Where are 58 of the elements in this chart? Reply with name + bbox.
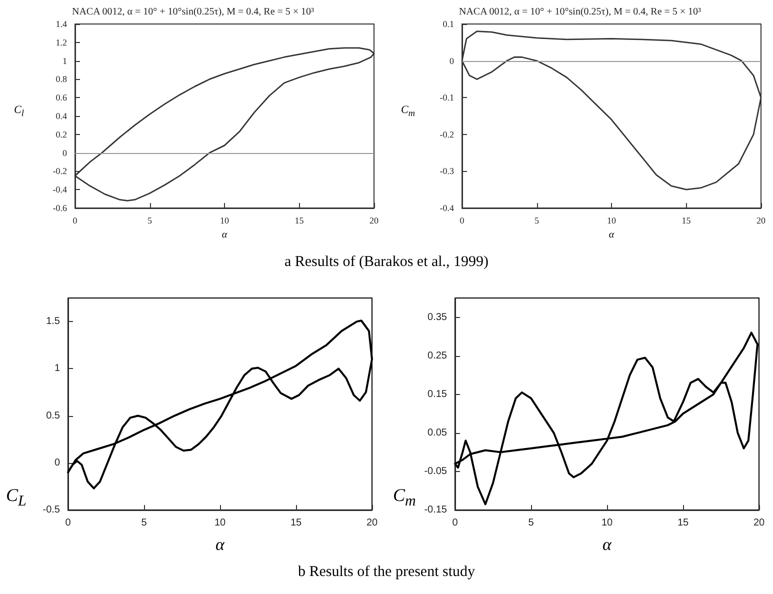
y-tick-label: 0.35 [428,312,448,323]
x-tick-label: 10 [220,216,230,226]
x-tick-label: 15 [294,216,304,226]
y-tick-label: 0.25 [428,350,448,362]
x-tick-label: 5 [528,518,534,528]
y-tick-label: 1.5 [46,316,60,328]
y-tick-label: 0.05 [428,427,448,438]
x-tick-label: 5 [534,216,540,226]
y-tick-label: 0.2 [56,129,67,140]
y-tick-label: -0.3 [440,166,454,176]
x-tick-label: 5 [148,216,152,226]
y-tick-label: 0 [62,148,68,158]
y-tick-label: -0.2 [52,166,67,176]
x-tick-label: 20 [366,518,378,528]
y-tick-label: -0.4 [52,184,68,195]
text: b Results of the present study [296,564,476,581]
x-tick-label: 20 [370,216,379,226]
x-axis-title: α [222,229,228,240]
y-tick-label: 1 [54,363,60,374]
y-axis-title: C$_{m}$ [393,485,416,511]
y-axis-title: C$_{m}$ [401,104,415,118]
y-tick-label: 1.2 [56,37,67,48]
y-tick-label: -0.1 [440,92,454,103]
x-tick-label: 15 [677,518,689,528]
y-tick-label: -0.6 [52,203,68,213]
x-axis-title: α [216,535,226,554]
chart-title: NACA 0012, α = 10° + 10°sin(0.25τ), M = 0.4, Re = 5 × 10³ [72,6,314,18]
y-axis-title: C$_{l}$ [14,104,24,118]
x-tick-label: 10 [601,518,613,528]
y-tick-label: 1.4 [56,19,68,29]
y-tick-label: 0 [54,457,60,468]
y-tick-label: 0.6 [56,92,68,103]
y-tick-label: -0.2 [440,129,454,140]
y-tick-label: -0.05 [424,466,448,477]
x-tick-label: 15 [682,216,692,226]
y-tick-label: -0.5 [42,504,60,516]
x-tick-label: 0 [460,216,465,226]
x-tick-label: 5 [141,518,148,528]
x-axis-title: α [608,229,615,240]
x-tick-label: 20 [756,216,766,226]
x-tick-label: 20 [753,518,765,528]
y-tick-label: -0.15 [424,504,448,516]
y-tick-label: -0.4 [440,203,454,213]
y-tick-label: 0.1 [442,19,454,29]
x-tick-label: 10 [607,216,616,226]
y-tick-label: 0.15 [428,388,448,400]
text: a Results of (Barakos et al., 1999) [283,254,490,271]
x-tick-label: 15 [290,518,302,528]
x-tick-label: 0 [72,216,78,226]
y-tick-label: 1 [62,56,67,66]
y-tick-label: 0.4 [56,111,68,121]
y-tick-label: 0 [450,56,454,66]
x-axis-title: α [602,535,613,554]
y-tick-label: 0.8 [56,74,68,84]
chart-title: NACA 0012, α = 10° + 10°sin(0.25τ), M = 0.4, Re = 5 × 10³ [458,6,702,18]
y-tick-label: 0.5 [46,410,60,422]
y-axis-title: C$_{L}$ [6,485,26,511]
x-tick-label: 10 [214,518,226,528]
